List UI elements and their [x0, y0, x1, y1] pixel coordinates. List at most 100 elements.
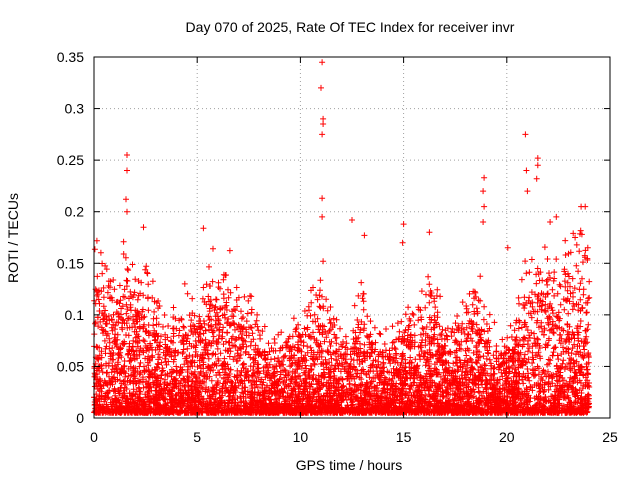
data-point: [281, 353, 288, 360]
data-point: [554, 290, 561, 297]
data-point: [516, 300, 522, 307]
data-point: [565, 250, 572, 257]
data-point: [121, 286, 128, 293]
data-point: [308, 299, 315, 306]
data-point: [164, 334, 171, 341]
data-point: [491, 319, 498, 326]
data-point: [206, 317, 213, 323]
data-point: [409, 310, 416, 317]
data-point: [543, 278, 550, 285]
data-point: [240, 360, 247, 367]
data-point: [522, 319, 529, 326]
data-point: [144, 295, 151, 302]
data-point: [317, 304, 324, 311]
data-point: [221, 355, 228, 362]
data-point: [232, 337, 239, 344]
data-point: [342, 333, 349, 340]
data-point: [383, 326, 389, 332]
data-point: [583, 309, 590, 316]
data-point: [432, 304, 439, 311]
data-point: [287, 363, 294, 370]
data-point: [110, 277, 117, 283]
data-point: [535, 349, 542, 356]
data-point: [248, 293, 255, 300]
data-point: [536, 353, 543, 360]
data-point: [544, 281, 551, 288]
data-point: [247, 363, 254, 370]
data-point: [214, 345, 221, 352]
data-point: [170, 304, 177, 311]
data-point: [259, 328, 266, 335]
data-point: [437, 373, 444, 380]
data-point: [153, 315, 160, 322]
data-point: [246, 324, 252, 331]
data-point: [151, 327, 158, 334]
data-point: [210, 367, 217, 374]
data-point: [317, 287, 323, 294]
data-point: [569, 275, 576, 282]
data-point: [317, 277, 324, 284]
data-point: [262, 356, 269, 362]
data-point: [219, 329, 226, 336]
data-point: [483, 321, 490, 327]
data-point: [367, 318, 374, 325]
data-point: [562, 271, 569, 278]
data-point: [576, 248, 583, 255]
data-point: [551, 269, 558, 276]
data-point: [523, 270, 530, 277]
data-point: [557, 283, 564, 290]
data-point: [129, 261, 136, 268]
data-point: [330, 315, 337, 322]
data-point: [577, 318, 584, 324]
data-point: [520, 380, 527, 387]
data-point: [307, 344, 314, 351]
data-point: [418, 288, 425, 295]
data-point: [438, 331, 445, 337]
data-point: [389, 323, 396, 330]
data-point: [284, 338, 291, 345]
data-point: [244, 310, 251, 317]
data-point: [583, 309, 590, 316]
data-point: [261, 323, 268, 330]
data-point: [515, 325, 522, 332]
data-point: [123, 310, 130, 317]
data-point: [151, 308, 158, 315]
data-point: [580, 286, 587, 293]
data-point: [268, 356, 274, 363]
data-point: [232, 399, 239, 406]
data-point: [490, 352, 497, 359]
data-point: [121, 362, 128, 369]
data-point: [327, 304, 334, 310]
data-point: [477, 273, 484, 280]
data-point: [434, 286, 441, 293]
data-point: [381, 374, 388, 381]
data-point: [480, 316, 487, 323]
data-point: [333, 356, 339, 363]
data-point: [572, 234, 579, 241]
data-point: [119, 326, 126, 333]
data-point: [93, 237, 100, 244]
data-point: [360, 298, 367, 305]
data-point: [501, 343, 508, 350]
data-point: [123, 283, 130, 290]
data-point: [426, 299, 433, 306]
data-point: [360, 306, 367, 313]
data-point: [454, 354, 461, 361]
data-point: [426, 281, 433, 288]
data-point: [226, 247, 233, 254]
data-point: [458, 372, 465, 379]
data-point: [313, 339, 320, 346]
data-point: [570, 230, 577, 237]
data-point: [586, 278, 593, 285]
data-point: [328, 338, 335, 345]
data-point: [145, 281, 152, 288]
data-point: [563, 345, 570, 352]
data-point: [103, 266, 110, 273]
data-point: [206, 263, 212, 270]
data-point: [422, 342, 429, 349]
data-point: [422, 304, 429, 311]
data-point: [481, 303, 488, 310]
data-point: [392, 346, 399, 353]
data-point: [436, 323, 443, 330]
